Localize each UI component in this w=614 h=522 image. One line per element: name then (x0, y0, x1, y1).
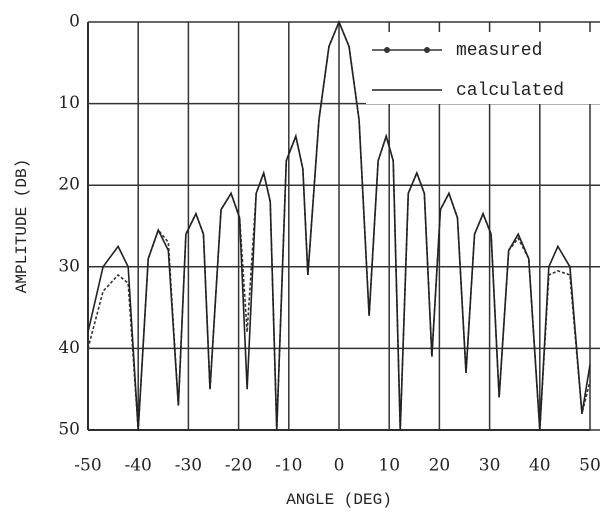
legend-box (366, 32, 602, 104)
x-tick-label: -40 (125, 456, 152, 476)
x-tick-label: 40 (529, 456, 551, 476)
x-axis-title: ANGLE (DEG) (286, 491, 392, 509)
legend-marker (424, 47, 430, 53)
x-tick-label: -30 (175, 456, 202, 476)
x-tick-label: -20 (225, 456, 252, 476)
x-tick-label: 20 (429, 456, 451, 476)
y-tick-label: 50 (58, 420, 80, 440)
y-tick-label: 0 (69, 12, 80, 32)
y-tick-label: 10 (58, 93, 80, 113)
y-tick-label: 20 (58, 175, 80, 195)
legend-marker (384, 47, 390, 53)
y-axis-title: AMPLITUDE (DB) (13, 159, 31, 293)
x-tick-label: -50 (74, 456, 101, 476)
x-tick-label: 0 (334, 456, 345, 476)
legend-label: measured (456, 41, 542, 61)
x-tick-label: -10 (275, 456, 302, 476)
y-tick-label: 40 (58, 338, 80, 358)
x-tick-label: 10 (378, 456, 400, 476)
x-tick-label: 30 (479, 456, 501, 476)
series-line (87, 19, 591, 431)
x-tick-label: 50 (579, 456, 601, 476)
legend-label: calculated (456, 81, 564, 101)
y-tick-label: 30 (58, 256, 80, 276)
